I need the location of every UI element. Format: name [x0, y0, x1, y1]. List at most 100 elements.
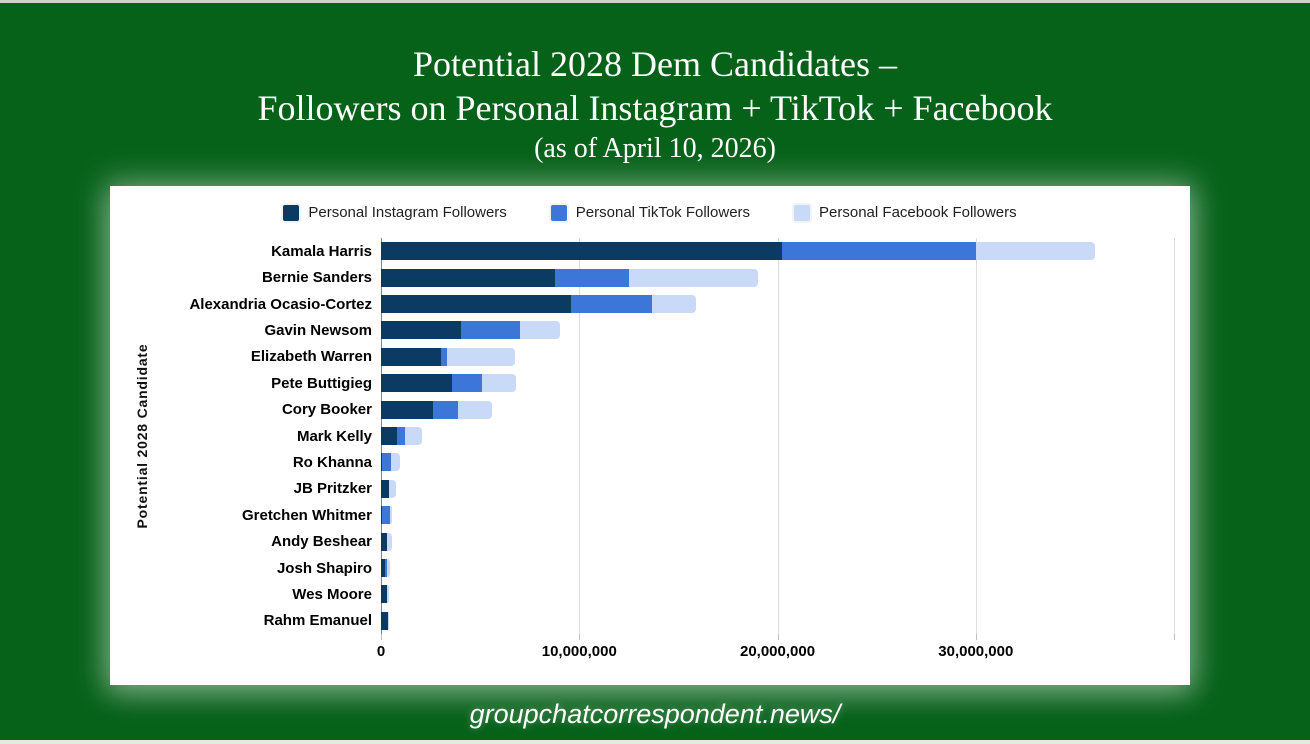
stacked-bar [381, 611, 1182, 630]
bar-segment-facebook [447, 347, 515, 366]
chart-row: Cory Booker [110, 396, 1190, 422]
bar-segment-tiktok [555, 268, 629, 287]
chart-row: Elizabeth Warren [110, 344, 1190, 370]
x-tick-label: 10,000,000 [541, 643, 617, 660]
bar-segment-instagram [381, 427, 397, 446]
top-edge-strip [0, 0, 1310, 3]
title-line-1: Potential 2028 Dem Candidates – [413, 44, 897, 84]
bar-segment-facebook [458, 400, 493, 419]
category-label: Wes Moore [292, 585, 372, 603]
bar-segment-tiktok [432, 400, 459, 419]
bar-segment-instagram [381, 242, 782, 261]
stacked-bar [381, 295, 1182, 314]
bar-track [381, 321, 1182, 340]
plot-area: Kamala Harris Bernie Sanders Alexandria Oc… [110, 238, 1190, 634]
chart-row: JB Pritzker [110, 476, 1190, 502]
stacked-bar [381, 532, 1182, 551]
category-label: Elizabeth Warren [250, 348, 372, 366]
bar-segment-instagram [381, 400, 433, 419]
stacked-bar [381, 268, 1182, 287]
legend-swatch-icon [550, 204, 567, 221]
category-label: Andy Beshear [271, 533, 372, 551]
bar-segment-facebook [390, 453, 401, 472]
legend-item: Personal Facebook Followers [794, 204, 1017, 221]
legend-label: Personal Facebook Followers [819, 204, 1017, 221]
bar-segment-instagram [381, 479, 389, 498]
legend-swatch-icon [794, 204, 811, 221]
bar-segment-instagram [381, 559, 385, 578]
stacked-bar [381, 242, 1182, 261]
bar-track [381, 559, 1182, 578]
category-label: JB Pritzker [293, 480, 372, 498]
bar-segment-facebook [628, 268, 758, 287]
bar-segment-instagram [381, 295, 572, 314]
title-line-2: Followers on Personal Instagram + TikTok… [257, 88, 1053, 128]
x-tickmark [381, 634, 382, 640]
x-tickmark [975, 634, 977, 640]
stacked-bar [381, 374, 1182, 393]
legend: Personal Instagram Followers Personal Tik… [110, 204, 1190, 221]
bar-track [381, 374, 1182, 393]
legend-item: Personal TikTok Followers [550, 204, 750, 221]
legend-swatch-icon [283, 204, 300, 221]
category-label: Cory Booker [281, 401, 372, 419]
bar-segment-tiktok [384, 559, 387, 578]
bar-track [381, 506, 1182, 525]
bar-track [381, 400, 1182, 419]
bar-segment-tiktok [452, 374, 483, 393]
category-label: Kamala Harris [271, 242, 372, 260]
chart-row: Mark Kelly [110, 423, 1190, 449]
x-tickmark [777, 634, 779, 640]
category-label: Pete Buttigieg [271, 374, 372, 392]
chart-row: Josh Shapiro [110, 555, 1190, 581]
bar-segment-facebook [386, 585, 389, 604]
category-label: Alexandria Ocasio-Cortez [189, 295, 372, 313]
chart-card: Personal Instagram Followers Personal Tik… [110, 186, 1190, 685]
x-tickmark [579, 634, 581, 640]
chart-row: Kamala Harris [110, 238, 1190, 264]
stacked-bar [381, 479, 1182, 498]
chart-row: Gretchen Whitmer [110, 502, 1190, 528]
gridline [579, 238, 581, 634]
bar-rows: Kamala Harris Bernie Sanders Alexandria Oc… [110, 238, 1190, 634]
bar-segment-tiktok [571, 295, 652, 314]
bar-segment-instagram [381, 453, 382, 472]
title-date-line: (as of April 10, 2026) [534, 133, 776, 164]
bar-segment-facebook [387, 611, 389, 630]
bar-track [381, 585, 1182, 604]
chart-row: Bernie Sanders [110, 264, 1190, 290]
bar-segment-tiktok [441, 347, 448, 366]
bar-track [381, 427, 1182, 446]
bar-segment-facebook [482, 374, 516, 393]
chart-row: Andy Beshear [110, 528, 1190, 554]
stacked-bar [381, 506, 1182, 525]
bar-segment-tiktok [396, 427, 405, 446]
source-url: groupchatcorrespondent.news/ [469, 699, 841, 729]
bar-segment-facebook [519, 321, 561, 340]
bar-segment-facebook [386, 559, 391, 578]
category-label: Josh Shapiro [276, 559, 372, 577]
stacked-bar [381, 347, 1182, 366]
category-label: Mark Kelly [296, 427, 372, 445]
bar-segment-facebook [404, 427, 422, 446]
x-tick-label: 20,000,000 [739, 643, 816, 660]
bar-segment-instagram [381, 532, 387, 551]
x-tick-label: 0 [376, 643, 386, 660]
chart-row: Pete Buttigieg [110, 370, 1190, 396]
bar-segment-tiktok [461, 321, 520, 340]
bar-segment-tiktok [781, 242, 976, 261]
bar-segment-facebook [389, 506, 393, 525]
x-axis: 0 10,000,000 20,000,000 30,000,000 [377, 634, 1182, 664]
chart-title-block: Potential 2028 Dem Candidates – Follower… [0, 42, 1310, 166]
chart-row: Alexandria Ocasio-Cortez [110, 291, 1190, 317]
bar-segment-instagram [381, 506, 382, 525]
category-label: Ro Khanna [292, 453, 372, 471]
stacked-bar [381, 321, 1182, 340]
chart-row: Ro Khanna [110, 449, 1190, 475]
category-label: Bernie Sanders [261, 269, 372, 287]
bar-segment-facebook [386, 532, 392, 551]
x-tick-label: 30,000,000 [938, 643, 1014, 660]
bar-segment-instagram [381, 268, 556, 287]
bar-track [381, 532, 1182, 551]
bottom-edge-strip [0, 740, 1310, 744]
